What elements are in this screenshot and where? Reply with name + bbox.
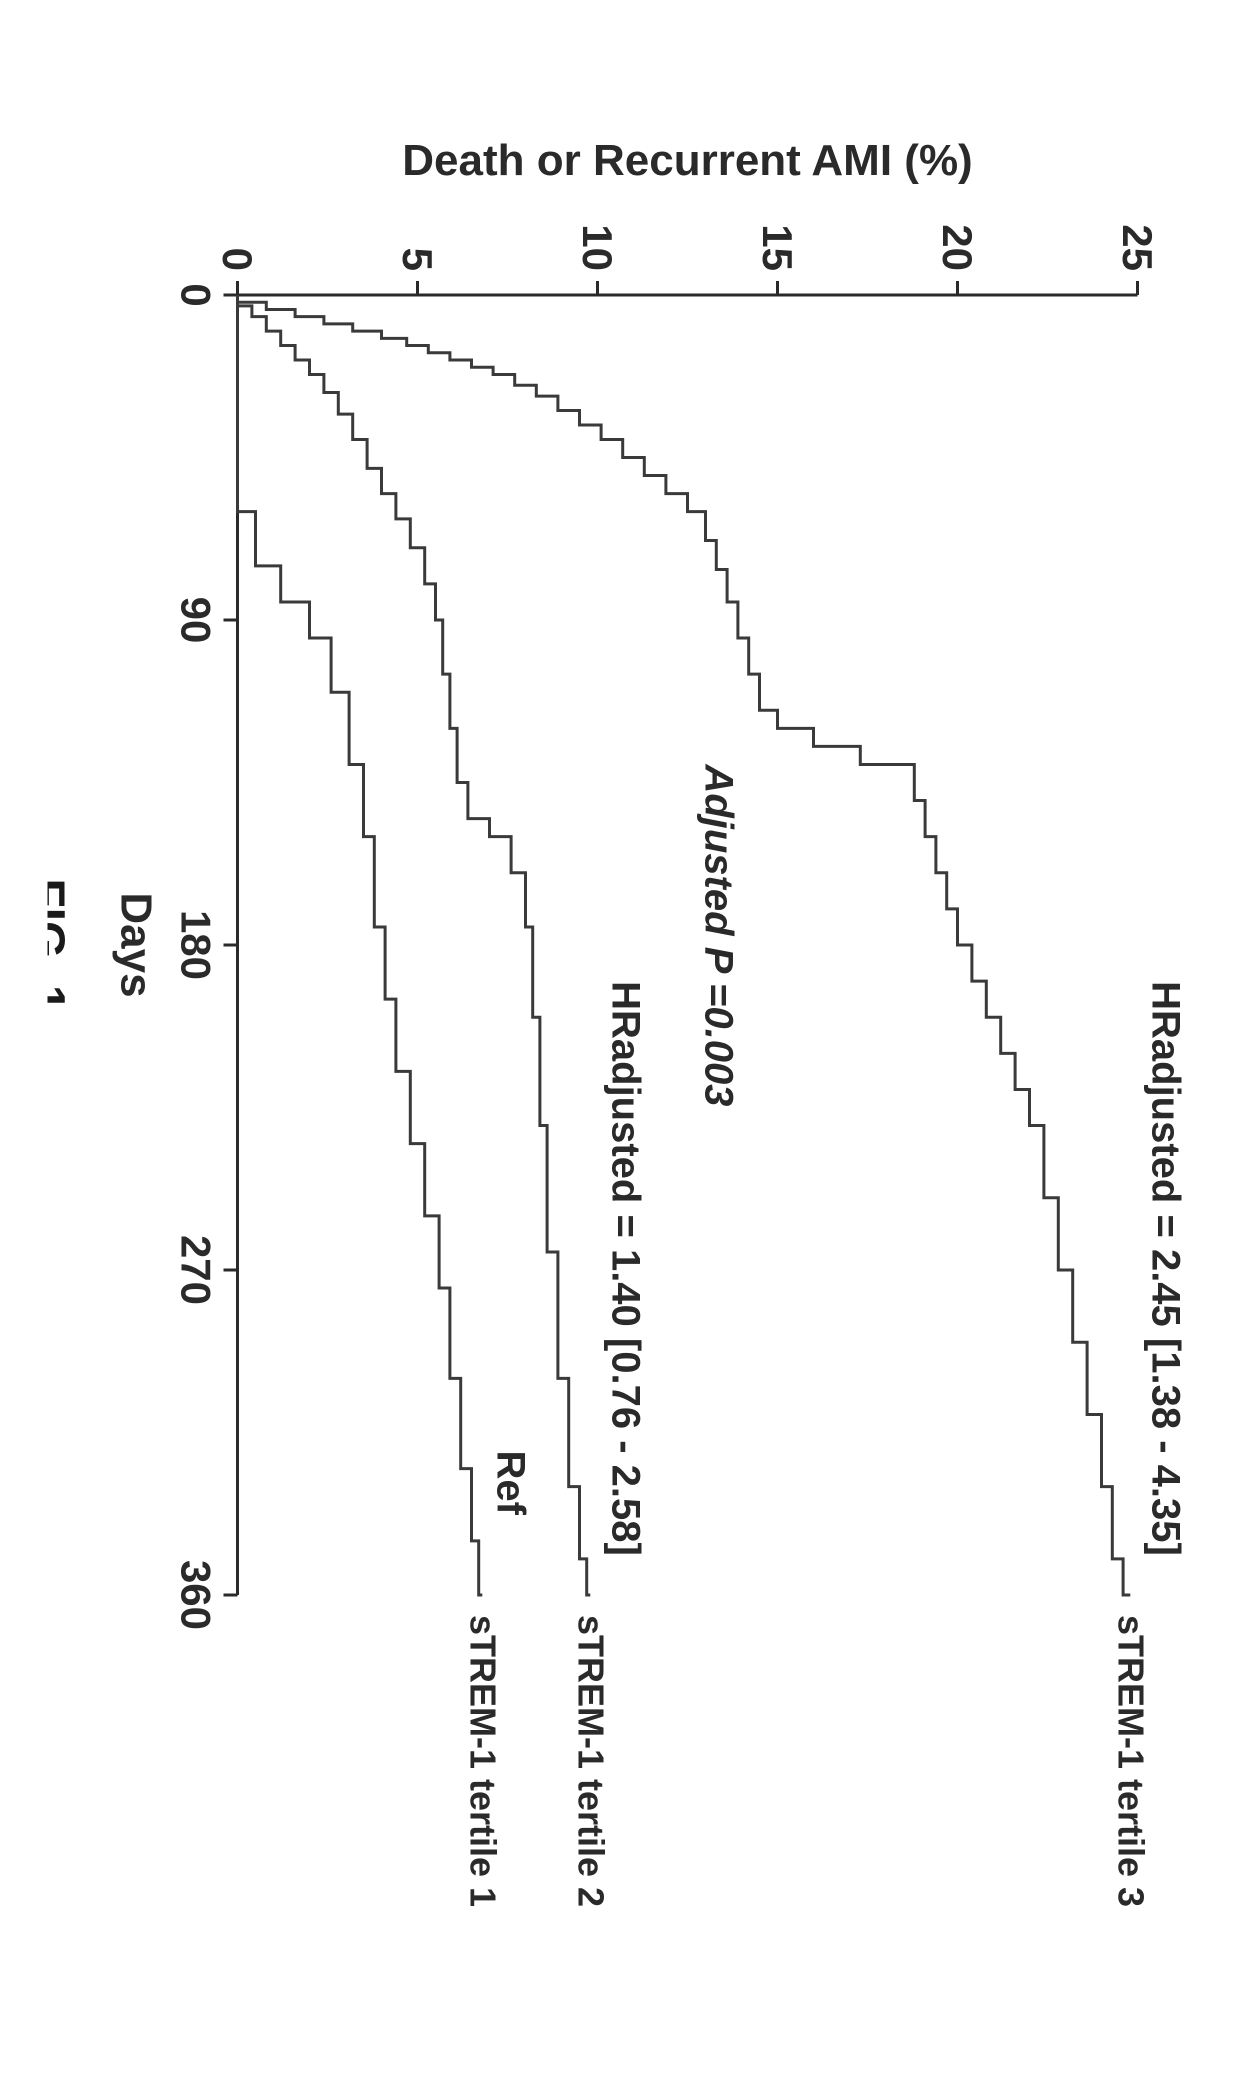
page: 0 90 180 270 360 0 5 10 15 20 25 Days Death or Re… — [0, 0, 1240, 2089]
annotation-hr-tertile3: HRadjusted = 2.45 [1.38 - 4.35] — [1144, 981, 1188, 1556]
x-tick: 0 — [173, 283, 220, 306]
x-tick: 90 — [173, 596, 220, 643]
annotation-hr-tertile2: HRadjusted = 1.40 [0.76 - 2.58] — [604, 981, 648, 1556]
series-tertile-1 — [238, 295, 483, 1595]
legend-tertile-1: sTREM-1 tertile 1 — [462, 1615, 503, 1907]
figure-caption: FIG. 1 — [48, 878, 74, 1011]
y-tick: 15 — [754, 224, 801, 271]
axes — [224, 281, 1138, 1595]
annotation-p-value: Adjusted P =0.003 — [697, 763, 741, 1106]
y-tick: 25 — [1114, 224, 1161, 271]
x-tick: 180 — [173, 909, 220, 979]
y-tick-labels: 0 5 10 15 20 25 — [214, 224, 1161, 271]
chart-rotated-container: 0 90 180 270 360 0 5 10 15 20 25 Days Death or Re… — [43, 95, 1198, 1995]
annotation-ref-tertile1: Ref — [488, 1450, 532, 1515]
y-tick: 5 — [394, 247, 441, 270]
x-tick: 360 — [173, 1559, 220, 1629]
series-tertile-3 — [238, 295, 1131, 1595]
x-tick-labels: 0 90 180 270 360 — [173, 283, 220, 1630]
km-chart: 0 90 180 270 360 0 5 10 15 20 25 Days Death or Re… — [48, 95, 1198, 1995]
series-tertile-2 — [238, 295, 591, 1595]
y-tick: 20 — [934, 224, 981, 271]
legend-tertile-3: sTREM-1 tertile 3 — [1110, 1615, 1151, 1907]
y-axis-label: Death or Recurrent AMI (%) — [402, 136, 972, 185]
y-tick: 0 — [214, 247, 261, 270]
legend-tertile-2: sTREM-1 tertile 2 — [570, 1615, 611, 1907]
x-axis-label: Days — [112, 892, 161, 997]
x-tick: 270 — [173, 1234, 220, 1304]
y-tick: 10 — [574, 224, 621, 271]
